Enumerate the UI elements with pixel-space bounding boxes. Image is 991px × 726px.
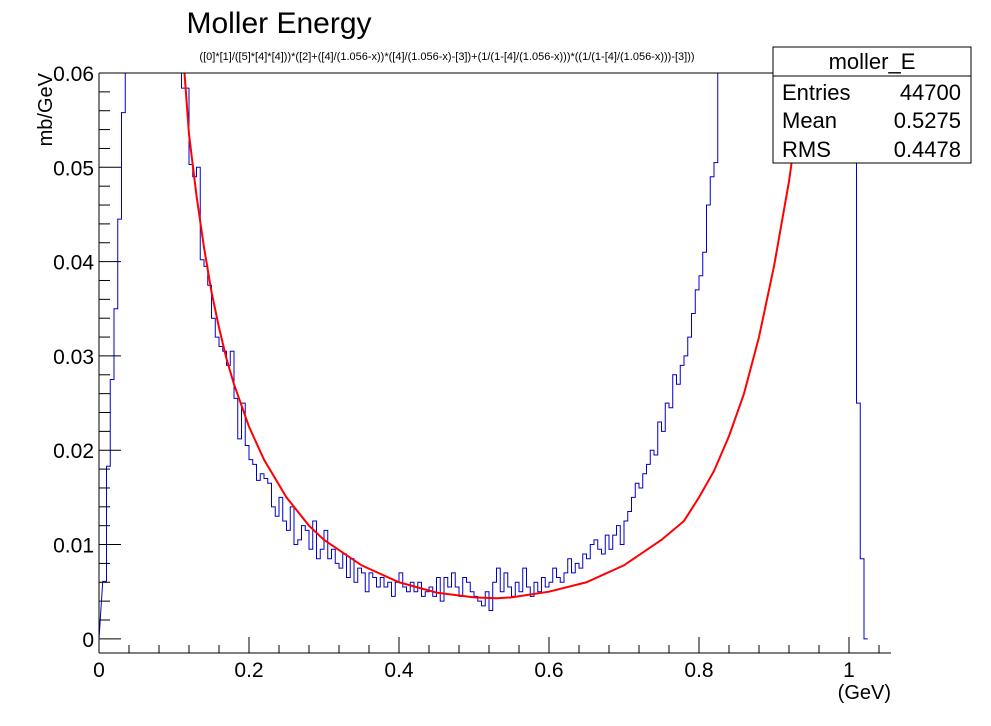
- stats-rms-label: RMS: [782, 137, 831, 162]
- chart-title: Moller Energy: [186, 7, 371, 40]
- x-tick-label: 0.6: [534, 659, 563, 682]
- x-tick-label: 0: [93, 659, 105, 682]
- stats-mean-label: Mean: [782, 108, 837, 133]
- axes-frame: [98, 72, 891, 654]
- chart-subtitle: ([0]*[1]/([5]*[4]*[4]))*([2]+([4]/(1.056…: [199, 51, 694, 63]
- y-tick-label: 0.06: [53, 63, 94, 86]
- stats-entries-value: 44700: [900, 80, 961, 105]
- y-tick-label: 0.02: [53, 440, 94, 463]
- y-tick-label: 0.04: [53, 252, 94, 275]
- y-axis-ticks: 0 0.01 0.02 0.03 0.04 0.05 0.06: [53, 63, 121, 652]
- stats-rms-value: 0.4478: [894, 137, 961, 162]
- x-tick-label: 0.2: [234, 659, 263, 682]
- y-axis-title: mb/GeV: [35, 72, 57, 146]
- y-tick-label: 0: [82, 629, 94, 652]
- histogram-series: [99, 73, 868, 640]
- stats-box: moller_E Entries 44700 Mean 0.5275 RMS 0…: [772, 46, 972, 164]
- stats-box-frame: [772, 46, 972, 164]
- x-axis-title: (GeV): [838, 682, 891, 704]
- stats-mean-value: 0.5275: [894, 108, 961, 133]
- x-axis-ticks: 0 0.2 0.4 0.6 0.8 1: [93, 637, 880, 682]
- stats-name: moller_E: [829, 49, 916, 74]
- x-tick-label: 0.8: [684, 659, 713, 682]
- stats-entries-label: Entries: [782, 80, 850, 105]
- x-tick-label: 1: [843, 659, 855, 682]
- y-tick-label: 0.05: [53, 157, 94, 180]
- y-tick-label: 0.03: [53, 346, 94, 369]
- fit-curve: [183, 73, 805, 600]
- x-tick-label: 0.4: [384, 659, 414, 682]
- y-tick-label: 0.01: [53, 535, 94, 558]
